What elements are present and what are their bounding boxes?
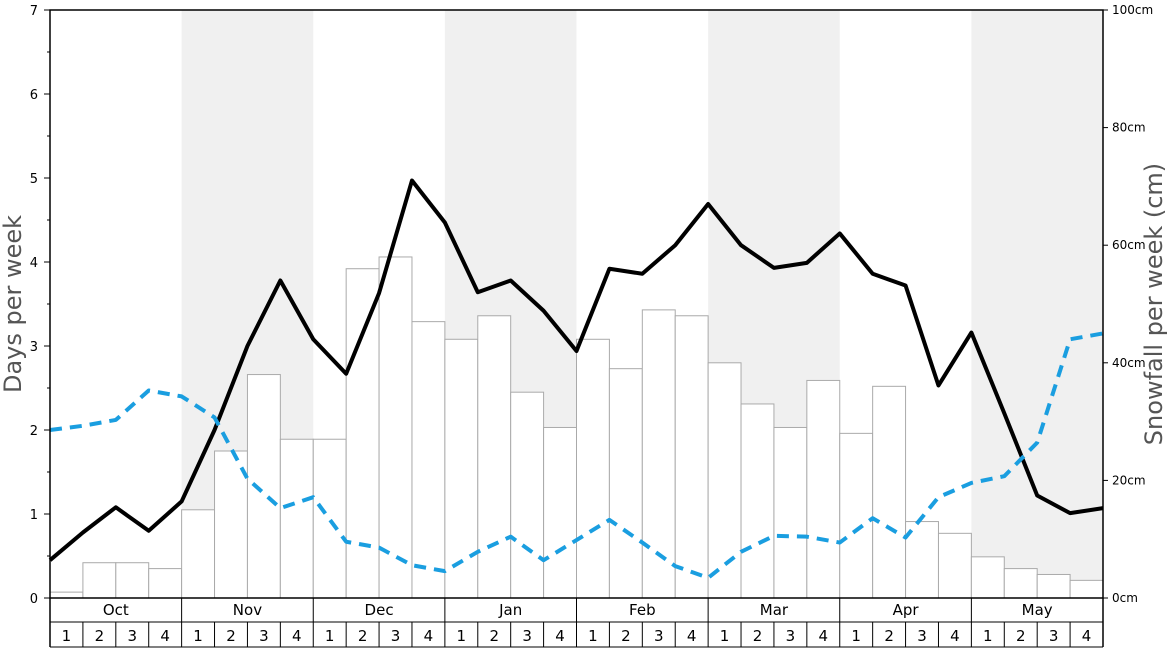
week-label: 3 — [917, 627, 927, 645]
snowfall-bar — [674, 315, 709, 599]
snowfall-bar — [214, 450, 248, 599]
snowfall-bar — [839, 432, 874, 599]
snowfall-bar — [49, 591, 84, 599]
snowfall-bar — [608, 368, 643, 599]
left-tick-label: 0 — [30, 592, 38, 607]
series-lines — [48, 178, 1104, 580]
snowfall-bar — [773, 426, 808, 599]
left-tick-label: 4 — [30, 256, 38, 271]
month-label-oct: Oct — [103, 601, 129, 619]
snowfall-bar — [905, 521, 939, 599]
snowfall-bar — [543, 426, 577, 599]
left-axis-title: Days per week — [0, 215, 27, 393]
left-tick-label: 2 — [30, 424, 38, 439]
month-label-feb: Feb — [629, 601, 656, 619]
snowfall-bar — [641, 309, 676, 599]
snowfall-bar — [707, 362, 742, 599]
week-label: 3 — [1049, 627, 1059, 645]
week-row: 1 2 3 4 1 2 3 4 1 2 3 4 1 2 3 4 1 2 3 4 1 2 3 4 1 2 3 4 1 2 3 4 — [50, 622, 1103, 648]
snowfall-bar — [312, 438, 347, 599]
snowfall-bar — [1036, 573, 1071, 599]
month-shade-may — [971, 10, 1103, 598]
snowfall-bar — [181, 509, 216, 599]
right-axis-title: Snowfall per week (cm) — [1140, 163, 1168, 445]
week-label: 4 — [160, 627, 170, 645]
month-label-mar: Mar — [760, 601, 789, 619]
dashed-series-line — [49, 331, 1104, 580]
week-label: 2 — [753, 627, 763, 645]
week-label: 2 — [621, 627, 631, 645]
right-axis: 0cm 20cm 40cm 60cm 80cm 100cm — [1103, 3, 1153, 605]
week-label: 2 — [489, 627, 499, 645]
week-label: 4 — [687, 627, 697, 645]
week-label: 4 — [424, 627, 434, 645]
snowfall-bar — [740, 403, 775, 599]
left-axis: 0 1 2 3 4 5 6 7 — [30, 4, 50, 607]
week-label: 4 — [555, 627, 565, 645]
right-tick-label: 40cm — [1112, 356, 1146, 370]
week-label: 1 — [457, 627, 467, 645]
week-label: 1 — [62, 627, 72, 645]
snowfall-bar — [1003, 568, 1038, 599]
snowfall-bar — [378, 256, 413, 599]
week-label: 2 — [226, 627, 236, 645]
snowfall-bar — [246, 374, 281, 599]
snowfall-bar — [872, 385, 907, 599]
month-shading — [181, 10, 1103, 598]
snowfall-bar — [279, 438, 314, 599]
snowfall-bar — [115, 562, 150, 599]
week-label: 2 — [358, 627, 368, 645]
week-label: 4 — [292, 627, 302, 645]
snowfall-bars — [49, 256, 1104, 599]
snowfall-bar — [345, 268, 380, 599]
week-label: 1 — [720, 627, 730, 645]
snowfall-bar — [937, 532, 972, 599]
left-tick-label: 3 — [30, 340, 38, 355]
month-label-dec: Dec — [365, 601, 394, 619]
week-label: 3 — [391, 627, 401, 645]
snowfall-bar — [806, 379, 841, 599]
right-tick-label: 0cm — [1112, 591, 1138, 605]
week-label: 3 — [259, 627, 269, 645]
week-label: 2 — [884, 627, 894, 645]
snowfall-bar — [148, 568, 183, 599]
week-label: 1 — [851, 627, 861, 645]
snowfall-bar — [82, 562, 117, 599]
snowfall-bar — [411, 321, 446, 599]
right-tick-label: 20cm — [1112, 473, 1146, 487]
week-label: 1 — [325, 627, 335, 645]
left-tick-label: 5 — [30, 172, 38, 187]
week-label: 1 — [588, 627, 598, 645]
week-label: 2 — [1016, 627, 1026, 645]
month-label-nov: Nov — [233, 601, 262, 619]
right-tick-label: 80cm — [1112, 121, 1146, 135]
week-label: 2 — [95, 627, 105, 645]
left-tick-label: 7 — [30, 4, 38, 19]
snowfall-bar — [970, 556, 1005, 599]
week-label: 4 — [819, 627, 829, 645]
week-label: 1 — [983, 627, 993, 645]
solid-series-line — [48, 178, 1104, 562]
week-label: 1 — [193, 627, 203, 645]
left-tick-label: 6 — [30, 88, 38, 103]
week-label: 4 — [950, 627, 960, 645]
snowfall-bar — [576, 338, 610, 599]
month-label-jan: Jan — [498, 601, 522, 619]
snowfall-bar — [477, 315, 512, 599]
month-label-apr: Apr — [893, 601, 920, 619]
week-label: 3 — [654, 627, 664, 645]
right-tick-label: 60cm — [1112, 238, 1146, 252]
week-label: 3 — [127, 627, 137, 645]
snowfall-bar — [1069, 579, 1104, 599]
week-label: 4 — [1082, 627, 1092, 645]
month-label-may: May — [1022, 601, 1053, 619]
snowfall-bar — [510, 391, 545, 599]
week-label: 3 — [522, 627, 532, 645]
week-label: 3 — [786, 627, 796, 645]
right-tick-label: 100cm — [1112, 3, 1153, 17]
left-tick-label: 1 — [30, 508, 38, 523]
